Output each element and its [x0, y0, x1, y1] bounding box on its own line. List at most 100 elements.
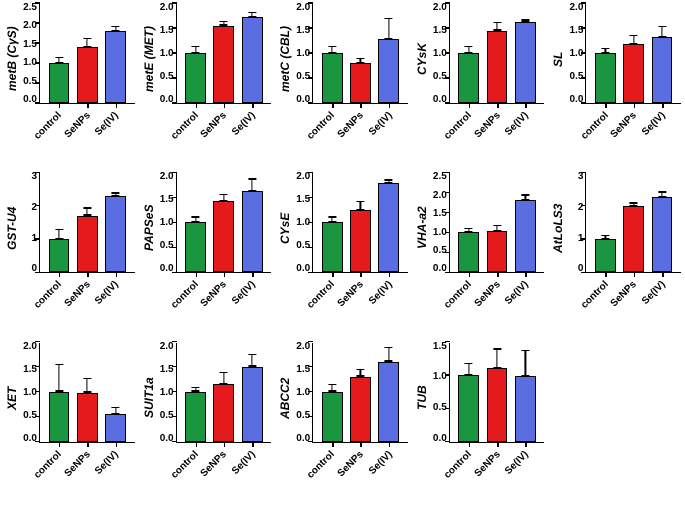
x-label-Se(IV): Se(IV)	[93, 279, 121, 307]
bar-Se(IV)	[378, 362, 399, 442]
x-label-control: control	[442, 279, 474, 311]
y-axis-label: PAPSeS	[141, 183, 156, 273]
errorbar	[223, 21, 224, 26]
x-label-control: control	[305, 279, 337, 311]
x-label-SeNPs: SeNPs	[199, 279, 229, 309]
errorbar	[525, 19, 526, 22]
y-axis-label: metC (CBL)	[277, 14, 292, 104]
x-label-SeNPs: SeNPs	[336, 279, 366, 309]
errorbar	[252, 178, 253, 191]
x-label-control: control	[305, 110, 337, 142]
errorbar	[115, 26, 116, 31]
bar-SeNPs	[77, 393, 98, 442]
y-axis-label: SUIT1a	[141, 353, 156, 443]
errorbar	[525, 194, 526, 200]
errorbar	[332, 216, 333, 222]
panel-7: CYsE2.01.51.00.50.0controlSeNPsSe(IV)	[277, 173, 408, 336]
bar-Se(IV)	[515, 376, 536, 441]
bar-Se(IV)	[652, 197, 673, 272]
plot-area	[585, 173, 681, 273]
errorbar	[252, 354, 253, 367]
errorbar	[497, 348, 498, 368]
bar-SeNPs	[350, 377, 371, 442]
x-label-control: control	[32, 279, 64, 311]
x-label-control: control	[579, 110, 611, 142]
x-label-control: control	[169, 449, 201, 481]
y-axis-label: metB (CγS)	[4, 14, 19, 104]
y-axis-label: SL	[550, 14, 565, 104]
x-label-control: control	[169, 110, 201, 142]
y-ticks: 2.01.51.00.50.0	[156, 343, 176, 443]
y-axis-label: GST-U4	[4, 183, 19, 273]
errorbar	[87, 378, 88, 393]
plot-area	[312, 343, 408, 443]
x-label-Se(IV): Se(IV)	[503, 449, 531, 477]
bar-SeNPs	[487, 31, 508, 104]
x-label-control: control	[169, 279, 201, 311]
bar-SeNPs	[77, 216, 98, 273]
errorbar	[388, 179, 389, 183]
x-label-Se(IV): Se(IV)	[640, 110, 668, 138]
x-labels: controlSeNPsSe(IV)	[449, 104, 545, 156]
errorbar	[223, 372, 224, 385]
errorbar	[195, 387, 196, 392]
x-label-control: control	[442, 449, 474, 481]
panel-6: PAPSeS2.01.51.00.50.0controlSeNPsSe(IV)	[141, 173, 272, 336]
plot-area	[39, 343, 135, 443]
y-axis-label: CYsE	[277, 183, 292, 273]
x-label-SeNPs: SeNPs	[472, 279, 502, 309]
errorbar	[388, 347, 389, 362]
panel-13: TUB1.51.00.50.0 controlSeNPsSe(IV)	[414, 343, 545, 506]
y-axis-label: AtLoLS3	[550, 183, 565, 273]
y-ticks: 2.01.51.00.50.0	[292, 4, 312, 104]
bar-control	[458, 232, 479, 272]
errorbar	[58, 364, 59, 392]
bar-Se(IV)	[242, 191, 263, 273]
y-ticks: 2.52.01.51.00.50.0	[429, 173, 449, 273]
y-ticks: 1.51.00.50.0	[429, 343, 449, 443]
errorbar	[360, 201, 361, 210]
x-label-SeNPs: SeNPs	[336, 449, 366, 479]
bar-SeNPs	[623, 44, 644, 103]
errorbar	[252, 12, 253, 17]
y-axis-label: VHA-a2	[414, 183, 429, 273]
panel-empty	[550, 343, 681, 506]
x-label-control: control	[32, 110, 64, 142]
panel-9: AtLoLS33210controlSeNPsSe(IV)	[550, 173, 681, 336]
bar-SeNPs	[213, 384, 234, 442]
y-axis-label: TUB	[414, 353, 429, 443]
bar-Se(IV)	[242, 17, 263, 103]
bar-control	[185, 222, 206, 272]
plot-area	[39, 173, 135, 273]
x-label-SeNPs: SeNPs	[336, 110, 366, 140]
errorbar	[87, 207, 88, 215]
panel-5: GST-U43210controlSeNPsSe(IV)	[4, 173, 135, 336]
x-label-Se(IV): Se(IV)	[230, 279, 258, 307]
bar-Se(IV)	[378, 39, 399, 103]
bar-SeNPs	[350, 63, 371, 103]
plot-area	[312, 173, 408, 273]
errorbar	[332, 384, 333, 392]
bar-Se(IV)	[242, 367, 263, 442]
errorbar	[58, 57, 59, 63]
plot-area	[585, 4, 681, 104]
x-labels: controlSeNPsSe(IV)	[449, 273, 545, 325]
x-labels: controlSeNPsSe(IV)	[585, 273, 681, 325]
errorbar	[87, 38, 88, 47]
x-label-SeNPs: SeNPs	[62, 449, 92, 479]
plot-area	[449, 343, 545, 443]
bar-Se(IV)	[105, 196, 126, 272]
y-ticks: 2.01.51.00.50.0	[156, 4, 176, 104]
x-labels: controlSeNPsSe(IV)	[176, 104, 272, 156]
y-ticks: 2.01.51.00.50.0	[292, 173, 312, 273]
x-label-Se(IV): Se(IV)	[503, 279, 531, 307]
x-label-SeNPs: SeNPs	[472, 110, 502, 140]
x-label-control: control	[32, 449, 64, 481]
errorbar	[633, 202, 634, 206]
panel-2: metC (CBL)2.01.51.00.50.0controlSeNPsSe(…	[277, 4, 408, 167]
y-ticks: 2.52.01.51.00.50.0	[19, 4, 39, 104]
errorbar	[388, 18, 389, 39]
errorbar	[633, 35, 634, 44]
x-label-Se(IV): Se(IV)	[640, 279, 668, 307]
x-label-SeNPs: SeNPs	[472, 449, 502, 479]
